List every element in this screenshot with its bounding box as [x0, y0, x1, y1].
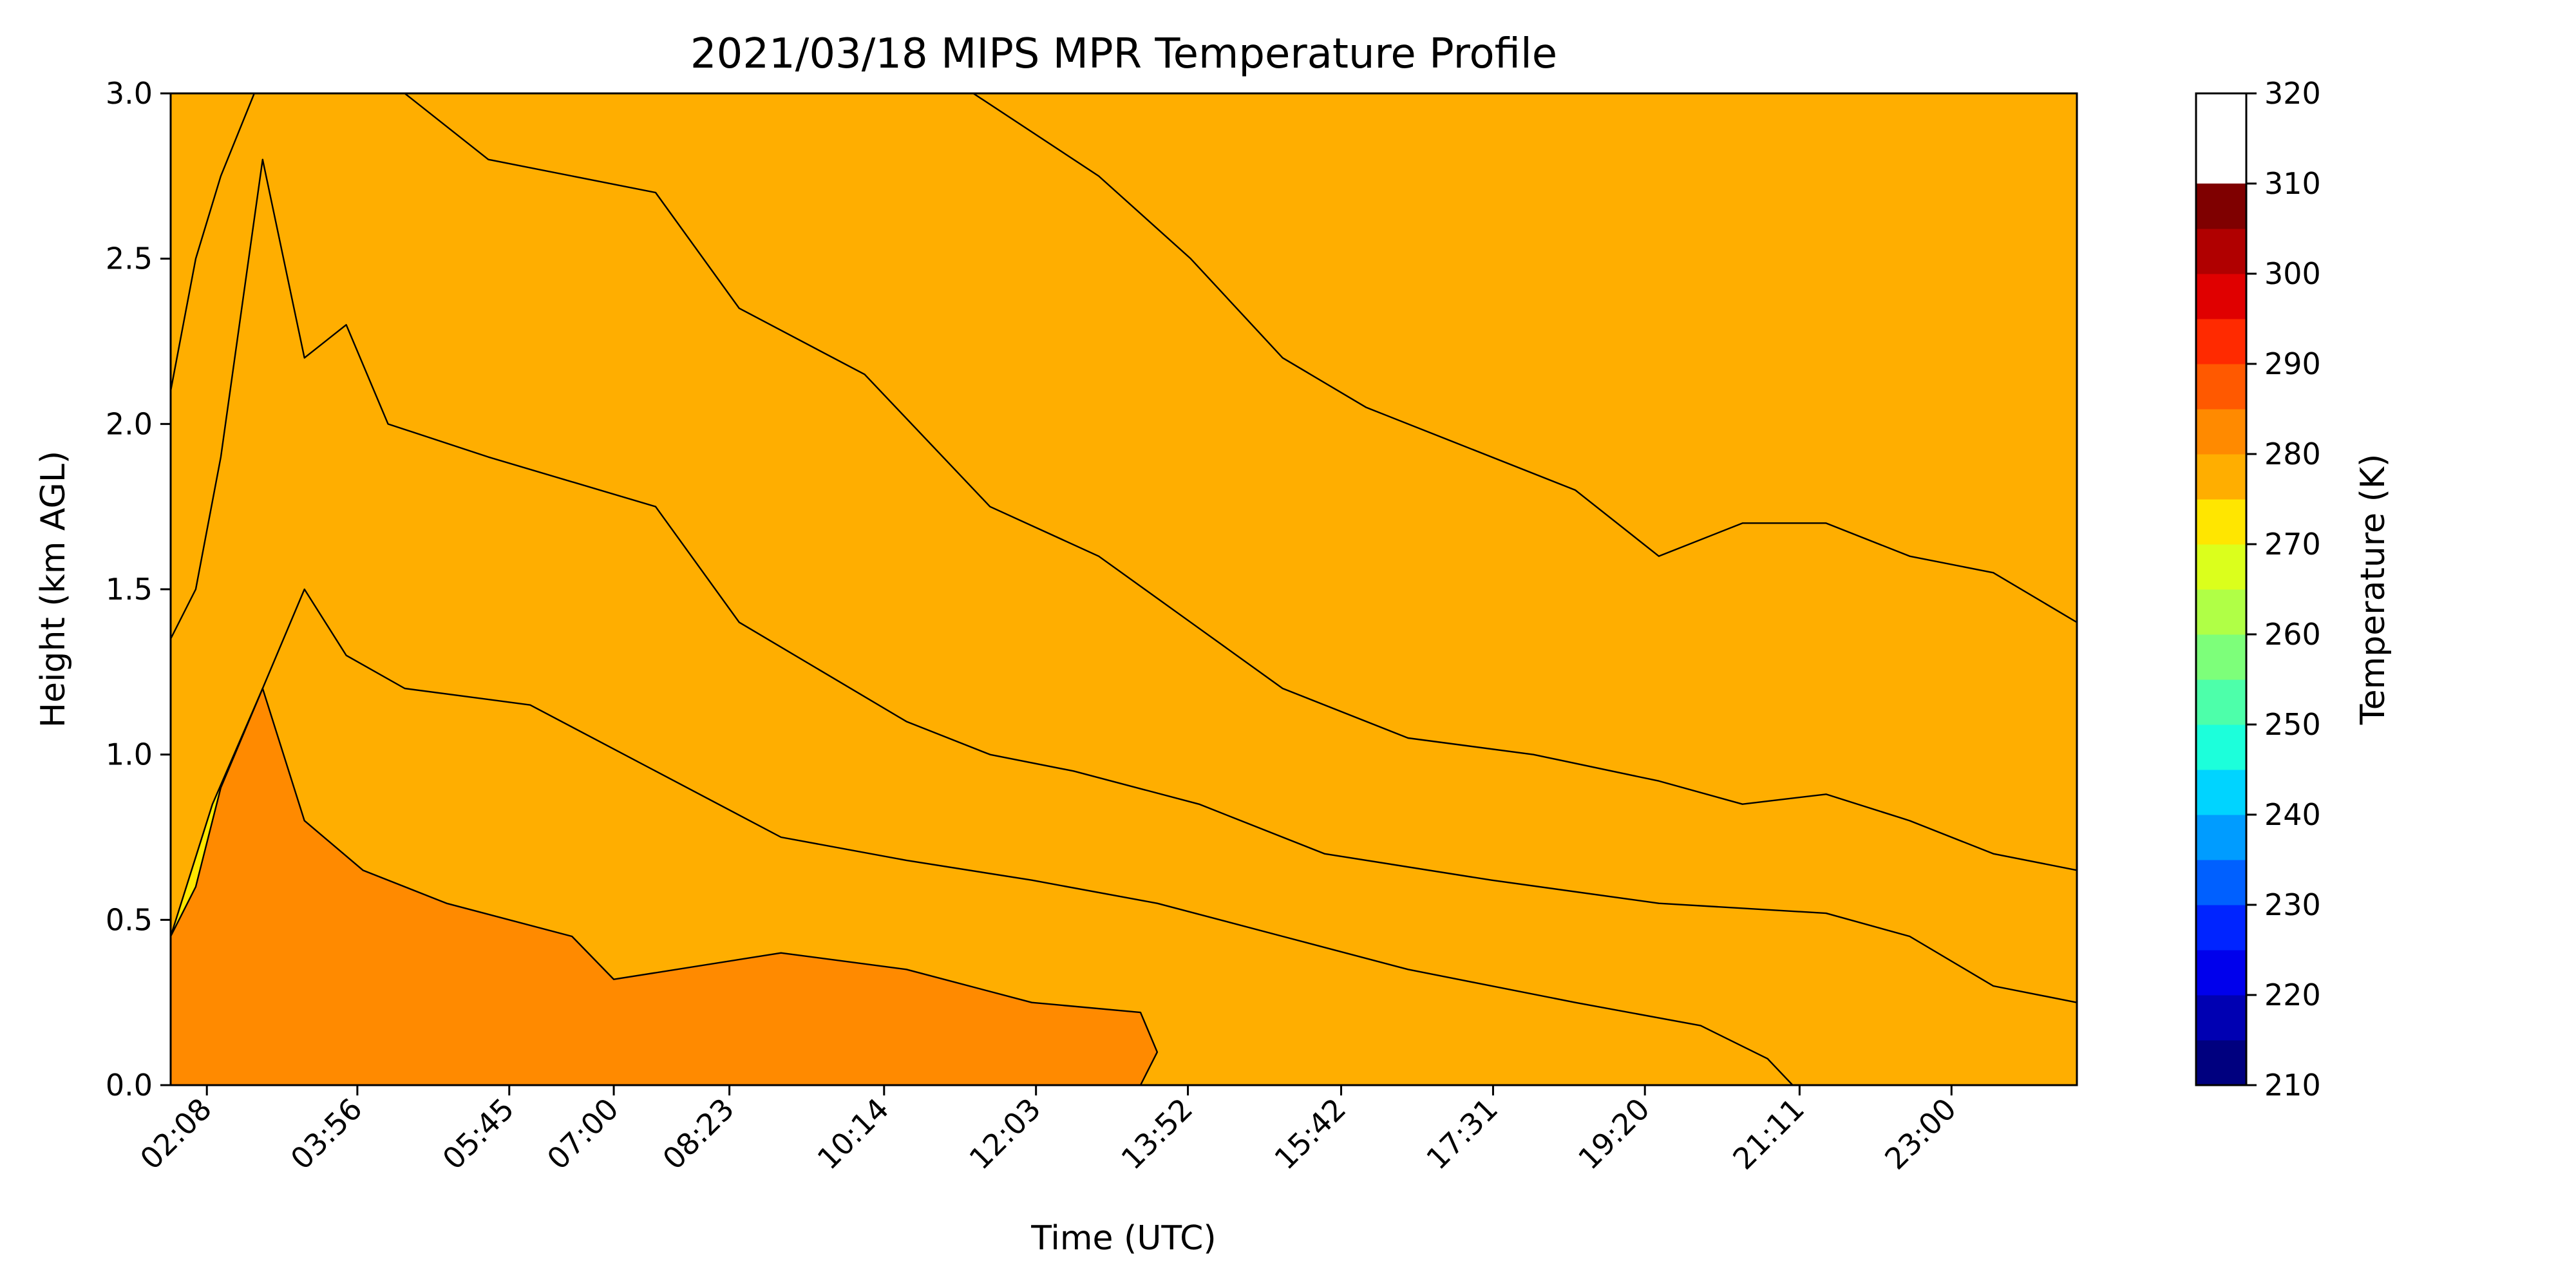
x-tick-label: 19:20 — [1571, 1092, 1656, 1177]
colorbar-swatch — [2196, 679, 2246, 725]
colorbar-tick-label: 270 — [2264, 527, 2321, 562]
contour-line-280k — [171, 158, 2077, 1003]
colorbar-swatch — [2196, 815, 2246, 860]
x-axis: 02:08 03:56 05:45 07:00 08:23 10:14 12:03 13:52… — [133, 1085, 1963, 1177]
x-tick-label: 15:42 — [1267, 1092, 1352, 1177]
colorbar-tick-label: 260 — [2264, 617, 2321, 652]
y-tick-label: 1.5 — [106, 572, 153, 607]
colorbar-swatch — [2196, 995, 2246, 1041]
colorbar-swatch — [2196, 499, 2246, 545]
chart-title: 2021/03/18 MIPS MPR Temperature Profile — [690, 30, 1557, 78]
contour-line-270k — [972, 93, 2077, 623]
x-tick-label: 05:45 — [436, 1092, 521, 1177]
colorbar-frame — [2195, 92, 2248, 1086]
colorbar-swatch — [2196, 454, 2246, 500]
colorbar-tick-label: 210 — [2264, 1068, 2321, 1103]
x-tick-label: 02:08 — [133, 1092, 218, 1177]
colorbar-swatch — [2196, 1040, 2246, 1086]
contour-lines — [171, 93, 2077, 1085]
colorbar-swatch — [2196, 364, 2246, 410]
colorbar-tick-label: 280 — [2264, 437, 2321, 471]
colorbar-swatch — [2196, 274, 2246, 319]
colorbar-swatch — [2196, 905, 2246, 951]
x-tick-label: 08:23 — [656, 1092, 741, 1177]
plot-area — [171, 93, 2077, 1085]
colorbar-tick-label: 300 — [2264, 256, 2321, 291]
colorbar-tick-label: 250 — [2264, 707, 2321, 742]
y-tick-label: 2.0 — [106, 406, 153, 441]
x-axis-label: Time (UTC) — [1030, 1219, 1216, 1258]
y-tick-label: 3.0 — [106, 76, 153, 111]
y-tick-label: 0.5 — [106, 902, 153, 937]
x-tick-label: 17:31 — [1419, 1092, 1504, 1177]
colorbar-tick-label: 290 — [2264, 346, 2321, 381]
contour-line-275k — [171, 93, 2077, 871]
y-axis-label: Height (km AGL) — [34, 451, 73, 728]
x-tick-label: 03:56 — [284, 1092, 369, 1177]
colorbar: 210 220 230 240 250 260 270 280 290 300 310 320 — [2195, 76, 2321, 1103]
colorbar-swatch — [2196, 544, 2246, 590]
colorbar-tick-label: 310 — [2264, 166, 2321, 201]
colorbar-tick-label: 220 — [2264, 978, 2321, 1012]
colorbar-swatch — [2196, 724, 2246, 770]
x-tick-label: 12:03 — [963, 1092, 1048, 1177]
colorbar-swatch — [2196, 950, 2246, 996]
colorbar-tick-label: 240 — [2264, 797, 2321, 832]
x-tick-label: 07:00 — [540, 1092, 625, 1177]
colorbar-tick-label: 230 — [2264, 887, 2321, 922]
x-tick-label: 21:11 — [1726, 1092, 1811, 1177]
colorbar-tick-label: 320 — [2264, 76, 2321, 111]
y-axis: 0.0 0.5 1.0 1.5 2.0 2.5 3.0 — [106, 76, 171, 1103]
y-tick-label: 1.0 — [106, 737, 153, 772]
colorbar-swatch — [2196, 229, 2246, 274]
x-tick-label: 13:52 — [1114, 1092, 1199, 1177]
x-tick-label: 10:14 — [811, 1092, 896, 1177]
colorbar-swatch — [2196, 184, 2246, 229]
colorbar-swatch — [2196, 589, 2246, 635]
y-tick-label: 2.5 — [106, 242, 153, 276]
colorbar-swatch — [2196, 319, 2246, 365]
temperature-band-290-295 — [171, 93, 2077, 1085]
y-tick-label: 0.0 — [106, 1068, 153, 1103]
colorbar-swatch — [2196, 634, 2246, 680]
contour-line-290k — [171, 687, 1159, 1085]
colorbar-swatch — [2196, 409, 2246, 455]
colorbar-swatch — [2196, 860, 2246, 905]
x-tick-label: 23:00 — [1878, 1092, 1963, 1177]
colorbar-label: Temperature (K) — [2354, 454, 2392, 726]
colorbar-swatch — [2196, 770, 2246, 815]
